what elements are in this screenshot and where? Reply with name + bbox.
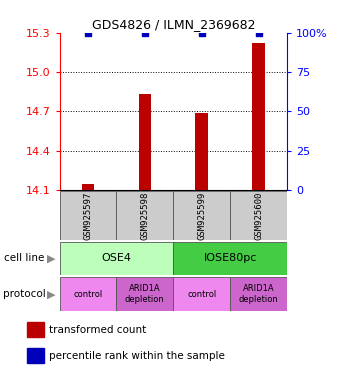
- Bar: [60, 191, 116, 240]
- Bar: [116, 277, 173, 311]
- Text: transformed count: transformed count: [49, 325, 146, 335]
- Bar: [27, 323, 44, 338]
- Text: GSM925599: GSM925599: [197, 191, 206, 240]
- Bar: [173, 242, 287, 275]
- Bar: [173, 277, 230, 311]
- Text: ARID1A
depletion: ARID1A depletion: [125, 285, 165, 304]
- Bar: [116, 191, 173, 240]
- Bar: [173, 191, 230, 240]
- Text: control: control: [187, 290, 216, 299]
- Bar: [60, 277, 116, 311]
- Point: [142, 30, 148, 36]
- Text: GSM925598: GSM925598: [140, 191, 149, 240]
- Text: ARID1A
depletion: ARID1A depletion: [239, 285, 279, 304]
- Point: [256, 30, 261, 36]
- Bar: [230, 191, 287, 240]
- Bar: [27, 348, 44, 363]
- Text: ▶: ▶: [47, 253, 55, 263]
- Text: OSE4: OSE4: [102, 253, 131, 263]
- Bar: [230, 277, 287, 311]
- Text: GSM925600: GSM925600: [254, 191, 263, 240]
- Bar: [252, 43, 265, 190]
- Text: percentile rank within the sample: percentile rank within the sample: [49, 351, 225, 361]
- Text: GSM925597: GSM925597: [83, 191, 92, 240]
- Point: [85, 30, 91, 36]
- Text: protocol: protocol: [4, 289, 46, 299]
- Bar: [139, 94, 151, 190]
- Text: ▶: ▶: [47, 289, 55, 299]
- Point: [199, 30, 204, 36]
- Text: IOSE80pc: IOSE80pc: [203, 253, 257, 263]
- Text: cell line: cell line: [4, 253, 44, 263]
- Bar: [60, 242, 173, 275]
- Title: GDS4826 / ILMN_2369682: GDS4826 / ILMN_2369682: [91, 18, 255, 31]
- Bar: [82, 184, 94, 190]
- Bar: [195, 113, 208, 190]
- Text: control: control: [73, 290, 103, 299]
